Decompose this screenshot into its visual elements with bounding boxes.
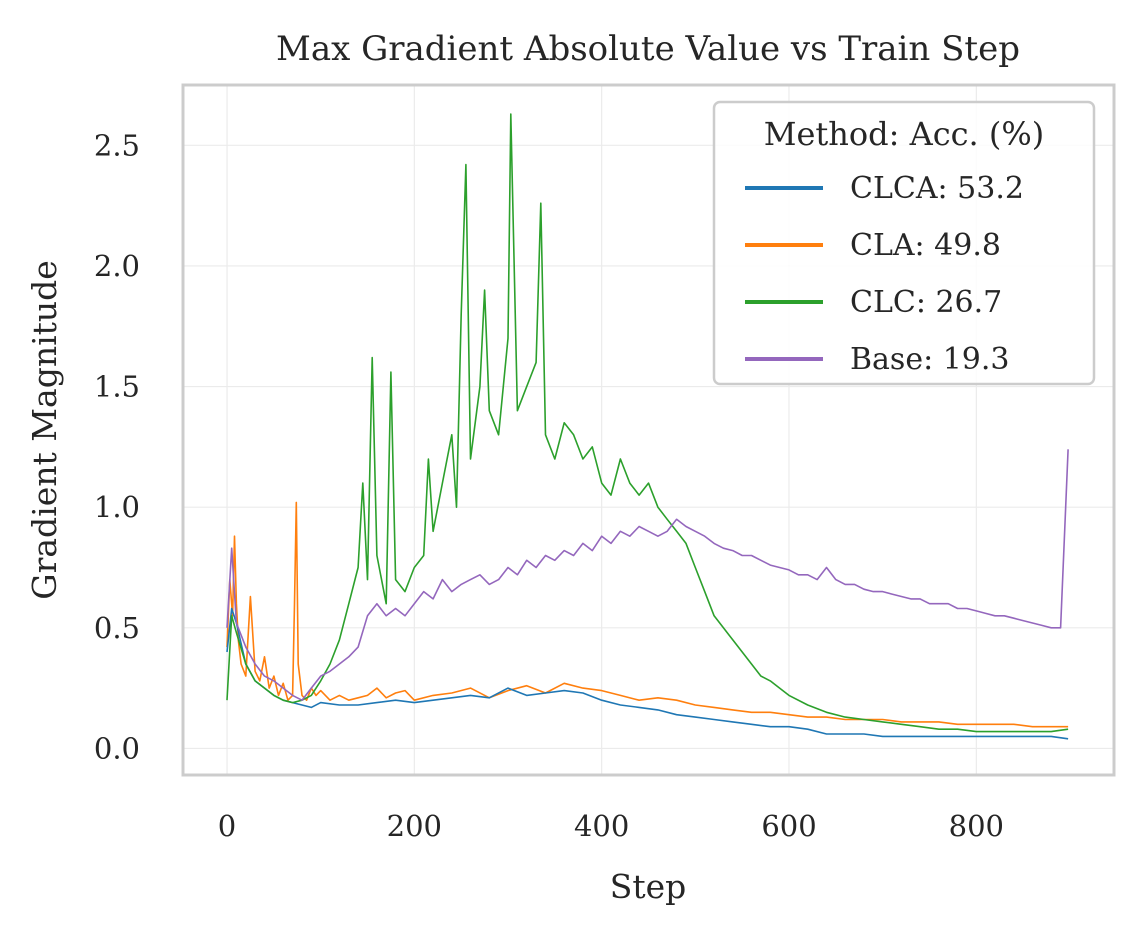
legend-label: CLC: 26.7 [850, 285, 1002, 320]
y-tick-label: 0.5 [94, 611, 140, 645]
y-tick-label: 2.5 [94, 128, 140, 162]
y-tick-label: 0.0 [94, 731, 140, 765]
plot-frame [181, 83, 1116, 777]
x-tick-label: 600 [761, 809, 816, 843]
series-line-3 [226, 449, 1069, 702]
y-tick-label: 2.0 [94, 249, 140, 283]
y-tick-label: 1.5 [94, 370, 140, 404]
legend-items: CLCA: 53.2 CLA: 49.8 CLC: 26.7 Base: 19.3 [745, 171, 1024, 377]
x-tick-label: 400 [574, 809, 629, 843]
x-tick-label: 200 [387, 809, 442, 843]
x-axis-label: Step [610, 867, 687, 906]
legend-label: Base: 19.3 [850, 342, 1010, 377]
legend-box [712, 100, 1096, 386]
y-axis-ticks: 0.0 0.5 1.0 1.5 2.0 2.5 [94, 128, 140, 765]
series-line-0 [226, 607, 1069, 740]
plot-lines [226, 113, 1069, 740]
legend-label: CLA: 49.8 [850, 228, 1001, 263]
series-line-2 [226, 113, 1069, 733]
x-tick-label: 800 [949, 809, 1004, 843]
chart-title: Max Gradient Absolute Value vs Train Ste… [276, 29, 1020, 69]
x-tick-label: 0 [218, 809, 236, 843]
legend-title: Method: Acc. (%) [764, 115, 1045, 153]
y-axis-label: Gradient Magnitude [25, 260, 64, 600]
y-tick-label: 1.0 [94, 490, 140, 524]
legend: Method: Acc. (%) CLCA: 53.2 CLA: 49.8 CLC:… [712, 100, 1096, 386]
legend-label: CLCA: 53.2 [850, 171, 1024, 206]
x-axis-ticks: 0 200 400 600 800 [218, 809, 1004, 843]
